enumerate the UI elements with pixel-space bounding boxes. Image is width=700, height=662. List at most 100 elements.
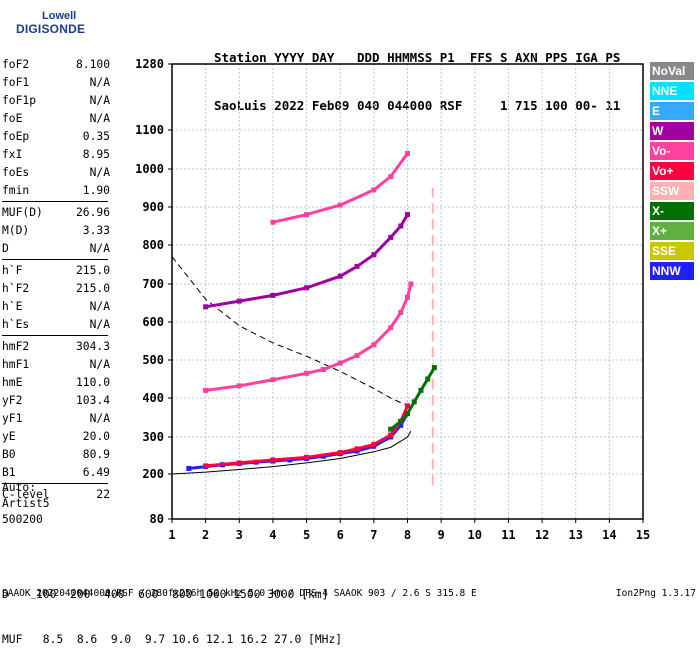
param-value: 20.0	[82, 430, 110, 443]
param-key: h`F	[2, 264, 23, 277]
trace-segment	[356, 253, 375, 268]
trace-segment	[272, 455, 307, 462]
param-value: N/A	[89, 412, 110, 425]
legend-item-x-: X-	[650, 202, 694, 220]
trace-segment	[272, 286, 307, 297]
param-separator	[2, 259, 108, 260]
x-tick-label: 1	[168, 528, 175, 542]
param-row: foF1 N/A	[2, 74, 110, 92]
legend-item-e: E	[650, 102, 694, 120]
param-value: N/A	[89, 358, 110, 371]
param-row: foF1p N/A	[2, 92, 110, 110]
y-tick-label: 800	[142, 238, 164, 252]
param-value: 8.95	[82, 148, 110, 161]
data-point-w	[405, 212, 410, 218]
x-tick-label: 10	[468, 528, 482, 542]
trace-segment	[373, 433, 392, 446]
param-key: foF1p	[2, 94, 37, 107]
auto-line1: Auto:	[2, 481, 37, 494]
y-tick-label: 400	[142, 391, 164, 405]
trace-segment	[372, 326, 392, 346]
trace-segment	[205, 461, 240, 468]
param-key: foEs	[2, 166, 30, 179]
param-row: h`F 215.0	[2, 262, 110, 280]
y-tick-label: 80	[150, 512, 164, 526]
trace-segment	[272, 213, 307, 224]
param-key: foEp	[2, 130, 30, 143]
param-row: fxI 8.95	[2, 146, 110, 164]
x-tick-label: 7	[370, 528, 377, 542]
param-row: hmF2 304.3	[2, 338, 110, 356]
param-key: yF2	[2, 394, 23, 407]
param-value: 110.0	[75, 376, 110, 389]
param-row: yE 20.0	[2, 428, 110, 446]
param-row: C-level 22	[2, 486, 110, 504]
data-point-vo-	[405, 150, 410, 156]
x-tick-label: 15	[636, 528, 650, 542]
trace-segment	[239, 293, 274, 303]
y-tick-label: 900	[142, 200, 164, 214]
trace-segment	[272, 371, 307, 382]
auto-line2: Artist5	[2, 497, 50, 510]
param-key: yF1	[2, 412, 23, 425]
param-key: C-level	[2, 488, 50, 501]
trace-segment	[389, 311, 403, 329]
legend-item-vo-: Vo-	[650, 142, 694, 160]
param-key: yE	[2, 430, 16, 443]
param-key: h`Es	[2, 318, 30, 331]
autoscaling-info: Auto: Artist5 500200	[2, 480, 50, 528]
param-row: M(D) 3.33	[2, 222, 110, 240]
x-tick-label: 4	[269, 528, 276, 542]
param-value: 8.100	[75, 58, 110, 71]
footer-distance-row: D 100 200 400 600 800 1000 1500 3000 [km…	[2, 588, 329, 601]
y-tick-label: 1280	[135, 57, 164, 71]
param-key: fmin	[2, 184, 30, 197]
x-tick-label: 2	[202, 528, 209, 542]
trace-segment	[399, 296, 409, 314]
param-value: 80.9	[82, 448, 110, 461]
trace-segment	[389, 152, 409, 178]
trace-segment	[306, 368, 324, 375]
file-info: SAAOK_2022040044000.RSF / 280fx256h 50 k…	[2, 588, 477, 599]
param-value: 1.90	[82, 184, 110, 197]
param-row: MUF(D) 26.96	[2, 204, 110, 222]
x-tick-label: 14	[602, 528, 616, 542]
param-key: h`F2	[2, 282, 30, 295]
trace-segment	[356, 343, 375, 357]
param-row: B0 80.9	[2, 446, 110, 464]
param-key: M(D)	[2, 224, 30, 237]
legend-item-noval: NoVal	[650, 62, 694, 80]
trace-segment	[373, 435, 392, 448]
legend-item-sse: SSE	[650, 242, 694, 260]
param-key: fxI	[2, 148, 23, 161]
footer-muf-row: MUF 8.5 8.6 9.0 9.7 10.6 12.1 16.2 27.0 …	[2, 633, 343, 646]
logo: Lowell DIGISONDE	[6, 8, 85, 42]
trace-segment	[205, 384, 240, 392]
trace-segment	[372, 236, 392, 256]
legend-item-w: W	[650, 122, 694, 140]
param-key: B1	[2, 466, 16, 479]
param-value: 22	[96, 488, 110, 501]
param-value: 304.3	[75, 340, 110, 353]
param-key: hmE	[2, 376, 23, 389]
param-row: foEp 0.35	[2, 128, 110, 146]
x-tick-label: 3	[236, 528, 243, 542]
param-row: foF2 8.100	[2, 56, 110, 74]
param-row: D N/A	[2, 240, 110, 258]
param-value: 3.33	[82, 224, 110, 237]
param-row: h`E N/A	[2, 298, 110, 316]
parameter-panel: foF2 8.100 foF1 N/A foF1p N/A foE N/A foEp 0.35 fx…	[2, 56, 110, 504]
x-tick-label: 8	[404, 528, 411, 542]
param-key: D	[2, 242, 9, 255]
param-row: h`Es N/A	[2, 316, 110, 334]
param-row: yF1 N/A	[2, 410, 110, 428]
ionogram-chart: 1 2 3 4 5 6 7 8 9 10 11 12 13 14 158020030040050060070…	[135, 57, 650, 542]
x-tick-label: 9	[438, 528, 445, 542]
trace-segment	[372, 175, 392, 192]
data-point-vo-	[405, 403, 410, 409]
param-separator	[2, 201, 108, 202]
trace-segment	[339, 447, 358, 455]
trace-segment	[339, 265, 358, 278]
param-row: foEs N/A	[2, 164, 110, 182]
trace-segment	[239, 378, 274, 388]
